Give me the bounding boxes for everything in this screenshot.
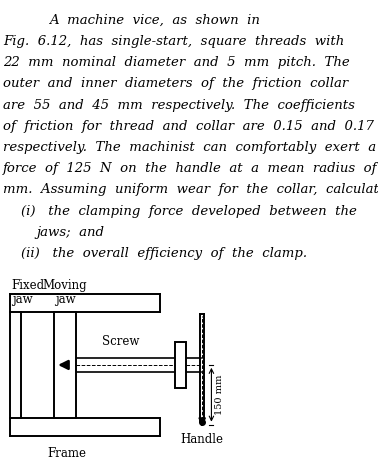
Text: outer  and  inner  diameters  of  the  friction  collar: outer and inner diameters of the frictio… xyxy=(3,78,348,91)
Text: jaw: jaw xyxy=(55,293,76,306)
Text: (i)   the  clamping  force  developed  between  the: (i) the clamping force developed between… xyxy=(21,205,357,218)
Text: Handle: Handle xyxy=(181,433,224,446)
Text: 22  mm  nominal  diameter  and  5  mm  pitch.  The: 22 mm nominal diameter and 5 mm pitch. T… xyxy=(3,56,350,69)
Text: Screw: Screw xyxy=(102,335,139,348)
Text: 150 mm: 150 mm xyxy=(215,375,224,415)
Text: are  55  and  45  mm  respectively.  The  coefficients: are 55 and 45 mm respectively. The coeff… xyxy=(3,98,355,112)
Text: Frame: Frame xyxy=(48,447,87,460)
Text: A  machine  vice,  as  shown  in: A machine vice, as shown in xyxy=(49,14,260,27)
Text: Fixed: Fixed xyxy=(12,279,45,292)
Text: jaw: jaw xyxy=(12,293,33,306)
Text: (ii)   the  overall  efficiency  of  the  clamp.: (ii) the overall efficiency of the clamp… xyxy=(21,247,307,260)
Text: mm.  Assuming  uniform  wear  for  the  collar,  calculate: mm. Assuming uniform wear for the collar… xyxy=(3,183,378,196)
Text: of  friction  for  thread  and  collar  are  0.15  and  0.17: of friction for thread and collar are 0.… xyxy=(3,120,373,133)
Text: respectively.  The  machinist  can  comfortably  exert  a: respectively. The machinist can comforta… xyxy=(3,141,376,154)
Bar xyxy=(54,312,76,418)
Bar xyxy=(175,342,186,388)
Text: jaws;  and: jaws; and xyxy=(36,226,104,239)
Text: force  of  125  N  on  the  handle  at  a  mean  radius  of  150: force of 125 N on the handle at a mean r… xyxy=(3,162,378,175)
Text: Moving: Moving xyxy=(43,279,87,292)
Text: Fig.  6.12,  has  single-start,  square  threads  with: Fig. 6.12, has single-start, square thre… xyxy=(3,35,344,48)
